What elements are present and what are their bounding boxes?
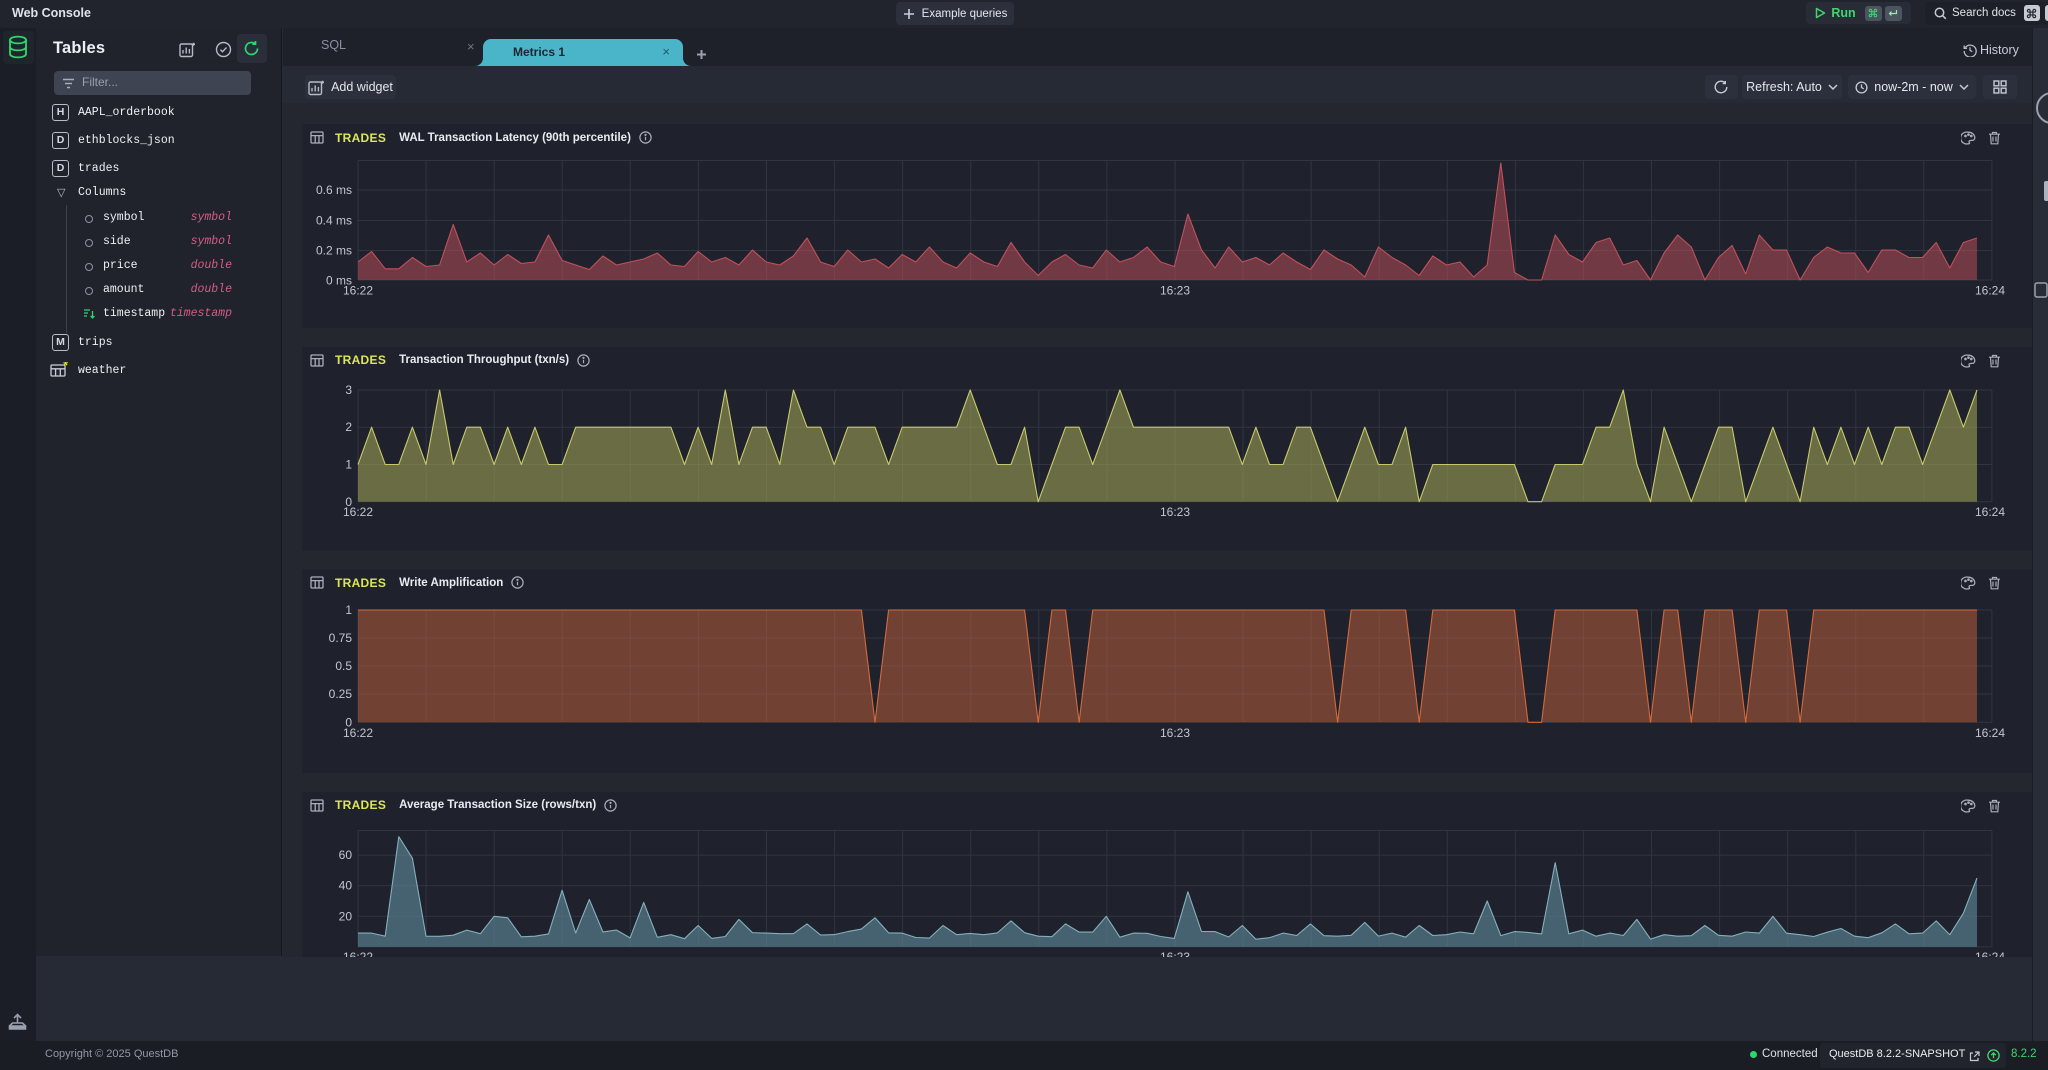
- svg-text:0.5: 0.5: [335, 659, 352, 673]
- svg-text:16:24: 16:24: [1975, 284, 2005, 298]
- svg-text:20: 20: [339, 909, 353, 923]
- svg-text:16:22: 16:22: [343, 284, 373, 298]
- svg-text:2: 2: [345, 420, 352, 434]
- svg-text:0.6 ms: 0.6 ms: [316, 183, 352, 197]
- svg-text:16:22: 16:22: [343, 726, 373, 740]
- svg-text:0: 0: [345, 716, 352, 730]
- svg-text:16:23: 16:23: [1160, 726, 1190, 740]
- svg-text:1: 1: [345, 457, 352, 471]
- svg-text:0.75: 0.75: [329, 631, 353, 645]
- svg-text:16:23: 16:23: [1160, 505, 1190, 519]
- svg-text:0: 0: [345, 494, 352, 508]
- svg-text:0.2 ms: 0.2 ms: [316, 244, 352, 258]
- svg-text:40: 40: [339, 878, 353, 892]
- svg-text:0.4 ms: 0.4 ms: [316, 214, 352, 228]
- svg-text:60: 60: [339, 848, 353, 862]
- svg-text:1: 1: [345, 603, 352, 617]
- svg-text:16:22: 16:22: [343, 505, 373, 519]
- svg-text:16:24: 16:24: [1975, 505, 2005, 519]
- svg-text:16:23: 16:23: [1160, 950, 1190, 957]
- svg-text:16:22: 16:22: [343, 950, 373, 957]
- svg-text:16:24: 16:24: [1975, 950, 2005, 957]
- svg-text:*: *: [62, 362, 69, 374]
- svg-text:0.25: 0.25: [329, 687, 353, 701]
- svg-text:16:23: 16:23: [1160, 284, 1190, 298]
- svg-text:0 ms: 0 ms: [326, 274, 352, 288]
- svg-text:16:24: 16:24: [1975, 726, 2005, 740]
- svg-text:3: 3: [345, 383, 352, 397]
